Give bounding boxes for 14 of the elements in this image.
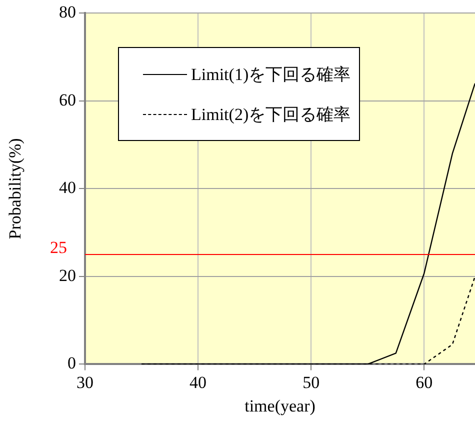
legend-label: Limit(1)を下回る確率 [191,64,351,86]
x-axis-title: time(year) [244,396,316,416]
y-tick-label: 20 [59,266,76,285]
x-tick-label: 40 [190,372,207,392]
y-axis-title: Probability(%) [6,138,25,240]
legend-label: Limit(2)を下回る確率 [191,104,351,126]
x-tick-label: 60 [416,372,433,392]
y-tick-label: 0 [68,354,76,373]
ref-line-label: 25 [50,238,67,257]
y-tick-label: 40 [59,178,76,198]
y-tick-label: 60 [59,90,76,110]
x-tick-label: 50 [302,372,320,392]
x-tick-label: 30 [76,372,94,392]
y-tick-label: 80 [59,2,76,22]
